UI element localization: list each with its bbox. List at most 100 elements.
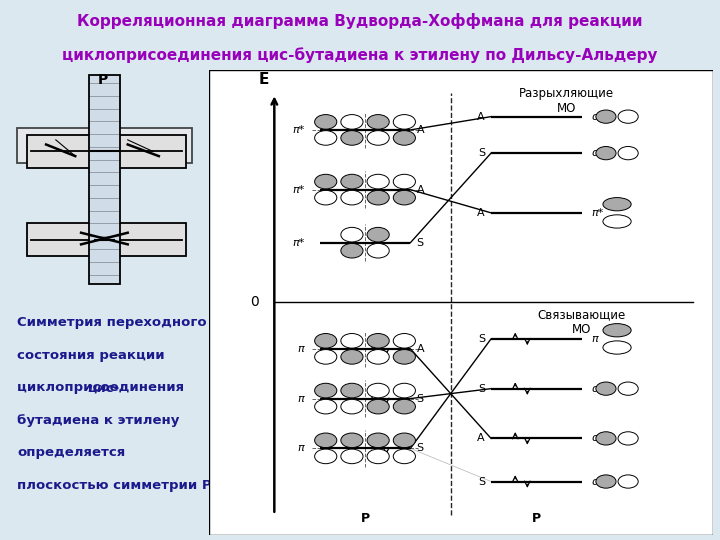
Circle shape [596, 146, 616, 160]
Text: σ*: σ* [592, 148, 605, 158]
Circle shape [315, 399, 337, 414]
Text: π*: π* [592, 208, 604, 218]
Circle shape [341, 399, 363, 414]
Text: S: S [416, 394, 423, 403]
Circle shape [393, 449, 415, 464]
Text: Связывающие: Связывающие [538, 308, 626, 321]
Circle shape [367, 190, 390, 205]
Circle shape [618, 475, 638, 488]
Circle shape [393, 190, 415, 205]
Circle shape [618, 146, 638, 160]
Text: S: S [416, 238, 423, 248]
Text: A: A [416, 185, 424, 194]
Ellipse shape [603, 323, 631, 337]
Text: циклоприсоединения цис-бутадиена к этилену по Дильсу-Альдеру: циклоприсоединения цис-бутадиена к этиле… [62, 47, 658, 63]
Text: определяется: определяется [17, 447, 125, 460]
Circle shape [315, 449, 337, 464]
Circle shape [341, 383, 363, 398]
Text: A: A [416, 125, 424, 135]
Circle shape [367, 399, 390, 414]
Text: σ: σ [592, 434, 599, 443]
Text: бутадиена к этилену: бутадиена к этилену [17, 414, 179, 427]
Circle shape [341, 227, 363, 242]
Circle shape [367, 334, 390, 348]
Circle shape [393, 334, 415, 348]
Circle shape [596, 475, 616, 488]
Text: π: π [592, 334, 598, 344]
Circle shape [393, 383, 415, 398]
Text: A: A [477, 208, 485, 218]
Circle shape [341, 131, 363, 145]
Circle shape [393, 349, 415, 364]
Circle shape [367, 244, 390, 258]
Text: π*: π* [292, 125, 305, 135]
Circle shape [341, 449, 363, 464]
Text: S: S [478, 334, 485, 344]
Polygon shape [27, 135, 186, 168]
Circle shape [341, 433, 363, 448]
Circle shape [315, 131, 337, 145]
Circle shape [315, 383, 337, 398]
Text: σ': σ' [592, 383, 602, 394]
Polygon shape [27, 224, 186, 256]
Circle shape [618, 432, 638, 445]
Ellipse shape [603, 215, 631, 228]
Circle shape [393, 399, 415, 414]
Text: A: A [477, 112, 485, 122]
Circle shape [315, 114, 337, 129]
Circle shape [341, 114, 363, 129]
Circle shape [367, 114, 390, 129]
Circle shape [596, 110, 616, 123]
Text: S: S [478, 148, 485, 158]
Text: 0: 0 [251, 295, 259, 309]
Text: σ**: σ** [592, 112, 610, 122]
Circle shape [315, 349, 337, 364]
Text: плоскостью симметрии Р.: плоскостью симметрии Р. [17, 479, 217, 492]
Circle shape [315, 190, 337, 205]
Circle shape [393, 433, 415, 448]
Circle shape [341, 190, 363, 205]
Text: P: P [532, 511, 541, 525]
Circle shape [393, 114, 415, 129]
Polygon shape [17, 128, 192, 163]
Text: Симметрия переходного: Симметрия переходного [17, 316, 207, 329]
Circle shape [341, 174, 363, 189]
Text: E: E [259, 72, 269, 87]
Text: цис-: цис- [87, 381, 120, 394]
Text: P: P [361, 511, 369, 525]
Ellipse shape [603, 198, 631, 211]
Polygon shape [89, 75, 120, 284]
Circle shape [315, 174, 337, 189]
Text: π: π [298, 443, 305, 454]
Circle shape [341, 334, 363, 348]
Text: π: π [298, 344, 305, 354]
Text: π*: π* [292, 238, 305, 248]
Circle shape [341, 349, 363, 364]
Text: S: S [478, 383, 485, 394]
Circle shape [596, 432, 616, 445]
Text: циклоприсоединения: циклоприсоединения [17, 381, 189, 394]
Circle shape [367, 449, 390, 464]
Circle shape [393, 174, 415, 189]
Text: σ: σ [592, 476, 599, 487]
Text: Разрыхляющие: Разрыхляющие [519, 87, 614, 100]
Text: π*: π* [292, 185, 305, 194]
Circle shape [315, 433, 337, 448]
Text: A: A [477, 434, 485, 443]
Circle shape [367, 349, 390, 364]
Text: Корреляционная диаграмма Вудворда-Хоффмана для реакции: Корреляционная диаграмма Вудворда-Хоффма… [77, 13, 643, 29]
Text: P: P [98, 73, 108, 87]
Circle shape [618, 110, 638, 123]
Text: S: S [478, 476, 485, 487]
Circle shape [367, 433, 390, 448]
Text: A: A [416, 344, 424, 354]
Circle shape [367, 383, 390, 398]
Circle shape [618, 382, 638, 395]
Text: π: π [298, 394, 305, 403]
Text: МО: МО [572, 323, 591, 336]
Text: S: S [416, 443, 423, 454]
Circle shape [367, 131, 390, 145]
Circle shape [341, 244, 363, 258]
Ellipse shape [603, 341, 631, 354]
Circle shape [393, 131, 415, 145]
